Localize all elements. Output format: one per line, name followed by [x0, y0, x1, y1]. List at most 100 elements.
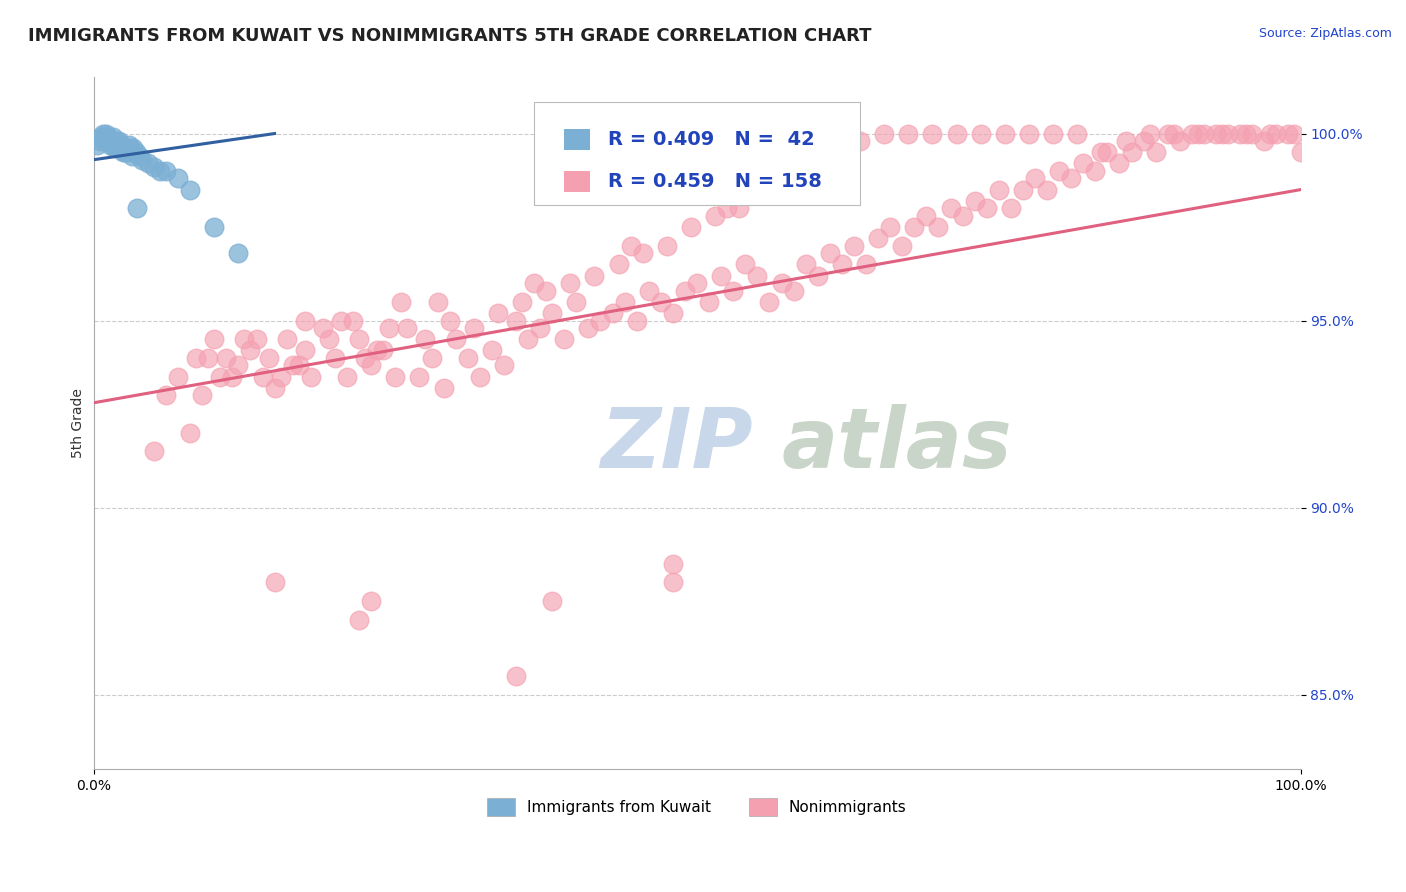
Point — [1115, 134, 1137, 148]
Point — [800, 164, 823, 178]
Point — [697, 294, 720, 309]
Point — [415, 332, 437, 346]
Point — [1284, 127, 1306, 141]
Point — [855, 257, 877, 271]
Point — [91, 127, 114, 141]
Point — [114, 145, 136, 160]
Point — [125, 202, 148, 216]
Point — [142, 160, 165, 174]
Point — [927, 220, 949, 235]
Point — [263, 381, 285, 395]
Point — [1036, 183, 1059, 197]
Point — [287, 359, 309, 373]
Point — [1060, 171, 1083, 186]
Point — [336, 369, 359, 384]
Point — [360, 359, 382, 373]
Point — [110, 141, 132, 155]
Point — [560, 276, 582, 290]
Point — [97, 130, 120, 145]
Point — [662, 306, 685, 320]
Point — [486, 306, 509, 320]
Point — [807, 268, 830, 283]
Point — [565, 294, 588, 309]
Point — [118, 141, 141, 155]
Point — [94, 127, 117, 141]
Point — [432, 381, 454, 395]
Point — [420, 351, 443, 365]
Point — [1289, 145, 1312, 160]
Point — [215, 351, 238, 365]
Text: atlas: atlas — [782, 403, 1012, 484]
Point — [342, 313, 364, 327]
Point — [257, 351, 280, 365]
Point — [323, 351, 346, 365]
Point — [553, 332, 575, 346]
Point — [1047, 164, 1070, 178]
Point — [541, 594, 564, 608]
Point — [655, 238, 678, 252]
Point — [384, 369, 406, 384]
Point — [1216, 127, 1239, 141]
Point — [1066, 127, 1088, 141]
Point — [117, 137, 139, 152]
Point — [1205, 127, 1227, 141]
Point — [873, 127, 896, 141]
Point — [125, 145, 148, 160]
Point — [179, 183, 201, 197]
Point — [98, 134, 121, 148]
Point — [444, 332, 467, 346]
Point — [704, 209, 727, 223]
Point — [710, 268, 733, 283]
Point — [299, 369, 322, 384]
Point — [233, 332, 256, 346]
Point — [1229, 127, 1251, 141]
Text: ZIP: ZIP — [600, 403, 754, 484]
Point — [439, 313, 461, 327]
Point — [794, 257, 817, 271]
Point — [505, 669, 527, 683]
Point — [1253, 134, 1275, 148]
Point — [252, 369, 274, 384]
Point — [626, 313, 648, 327]
Point — [1121, 145, 1143, 160]
Point — [330, 313, 353, 327]
Point — [1157, 127, 1180, 141]
Point — [679, 220, 702, 235]
Point — [1181, 127, 1204, 141]
Point — [1012, 183, 1035, 197]
Point — [915, 209, 938, 223]
Point — [818, 246, 841, 260]
Point — [209, 369, 232, 384]
Point — [1168, 134, 1191, 148]
Point — [103, 137, 125, 152]
Point — [93, 134, 115, 148]
Point — [378, 321, 401, 335]
Point — [155, 164, 177, 178]
Point — [1139, 127, 1161, 141]
Point — [1241, 127, 1264, 141]
Point — [276, 332, 298, 346]
Point — [294, 313, 316, 327]
Point — [583, 268, 606, 283]
Point — [945, 127, 967, 141]
Point — [347, 613, 370, 627]
Point — [105, 134, 128, 148]
Point — [389, 294, 412, 309]
Point — [263, 575, 285, 590]
Point — [758, 294, 780, 309]
Point — [197, 351, 219, 365]
Point — [747, 268, 769, 283]
Point — [294, 343, 316, 358]
Point — [782, 284, 804, 298]
Point — [637, 284, 659, 298]
Point — [607, 257, 630, 271]
Point — [1144, 145, 1167, 160]
Point — [228, 359, 250, 373]
Point — [167, 171, 190, 186]
Point — [100, 134, 122, 148]
Point — [987, 183, 1010, 197]
Point — [202, 220, 225, 235]
Point — [463, 321, 485, 335]
Point — [849, 134, 872, 148]
Point — [112, 141, 135, 155]
